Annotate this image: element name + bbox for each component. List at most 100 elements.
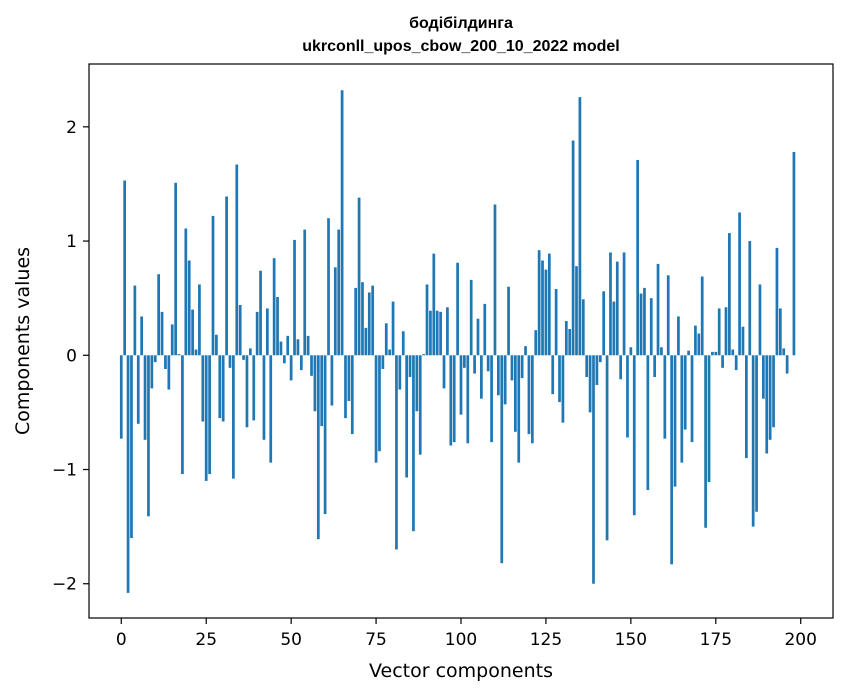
bar-74 (371, 285, 375, 356)
bar-134 (575, 266, 578, 356)
bar-87 (415, 355, 419, 412)
bar-184 (745, 355, 748, 459)
bar-155 (646, 355, 650, 491)
bar-80 (391, 301, 395, 356)
bar-60 (323, 355, 327, 515)
bar-95 (442, 355, 446, 389)
bar-149 (626, 355, 629, 438)
bar-71 (361, 282, 364, 356)
bar-14 (167, 355, 171, 390)
y-tick-label: −1 (52, 461, 77, 481)
bar-78 (384, 323, 388, 356)
bar-137 (585, 355, 589, 377)
bar-131 (564, 321, 568, 356)
bar-159 (660, 347, 663, 356)
bar-132 (568, 329, 572, 356)
bar-73 (367, 292, 371, 356)
bar-81 (395, 355, 398, 550)
bar-194 (778, 308, 782, 356)
bar-66 (344, 355, 347, 419)
bar-91 (429, 310, 432, 356)
bar-187 (755, 355, 758, 512)
bar-39 (252, 355, 256, 421)
bar-50 (289, 355, 293, 381)
bar-64 (337, 229, 341, 356)
bar-146 (615, 261, 619, 356)
bar-173 (707, 355, 711, 483)
bar-6 (140, 316, 144, 356)
bar-112 (500, 355, 504, 564)
bar-156 (649, 298, 653, 356)
bar-25 (204, 355, 208, 481)
chart-title: бодібілдинга (409, 15, 513, 32)
bar-165 (680, 355, 684, 463)
bar-122 (534, 330, 538, 356)
bar-41 (259, 270, 262, 356)
bar-92 (432, 253, 436, 356)
bar-48 (282, 355, 286, 364)
bar-164 (677, 316, 680, 356)
bar-46 (276, 297, 279, 356)
bar-126 (547, 253, 551, 356)
bar-3 (130, 355, 133, 539)
bar-185 (748, 241, 752, 356)
bar-152 (636, 159, 640, 356)
bar-19 (184, 228, 188, 356)
bar-169 (694, 325, 697, 356)
bar-37 (245, 355, 249, 428)
bar-151 (632, 355, 636, 516)
bar-158 (656, 263, 660, 356)
bar-161 (666, 275, 670, 356)
bar-172 (704, 355, 707, 528)
bar-192 (772, 355, 775, 428)
bar-157 (653, 355, 657, 377)
bar-16 (174, 182, 177, 356)
bar-133 (571, 140, 575, 356)
bar-59 (320, 355, 324, 427)
bar-94 (439, 311, 442, 356)
bar-24 (201, 355, 205, 422)
bar-111 (497, 355, 500, 396)
bar-124 (541, 260, 544, 356)
bar-144 (609, 252, 612, 356)
bar-38 (249, 348, 252, 356)
bar-89 (422, 354, 425, 356)
bar-102 (466, 355, 470, 444)
bar-47 (279, 341, 283, 356)
bar-177 (721, 355, 724, 368)
bar-183 (741, 326, 745, 356)
bar-75 (374, 355, 378, 463)
bar-116 (513, 355, 517, 432)
bar-128 (554, 289, 558, 356)
bar-1 (123, 180, 127, 356)
bar-69 (354, 287, 358, 356)
y-tick-label: 2 (66, 118, 77, 138)
bar-125 (544, 269, 548, 356)
bar-61 (327, 218, 330, 356)
bar-107 (483, 303, 487, 356)
x-tick-label: 25 (195, 630, 217, 650)
bar-8 (147, 355, 150, 517)
bar-18 (181, 355, 184, 475)
bar-189 (761, 355, 765, 399)
bar-168 (690, 355, 694, 443)
bar-36 (242, 355, 245, 360)
y-axis-label: Components values (12, 247, 34, 435)
bar-179 (728, 233, 731, 356)
x-tick-label: 50 (280, 630, 302, 650)
bar-154 (643, 287, 646, 356)
bar-52 (296, 339, 300, 356)
bar-163 (673, 355, 677, 487)
bar-9 (150, 355, 154, 389)
bar-28 (215, 334, 218, 356)
bar-42 (262, 355, 266, 440)
bar-178 (724, 307, 728, 356)
bar-85 (408, 355, 412, 377)
bar-148 (622, 252, 626, 356)
bar-195 (782, 348, 786, 356)
bar-135 (578, 97, 582, 356)
bar-11 (157, 274, 161, 356)
bar-186 (751, 355, 755, 527)
bar-12 (160, 311, 164, 356)
chart-subtitle: ukrconll_upos_cbow_200_10_2022 model (302, 38, 619, 55)
